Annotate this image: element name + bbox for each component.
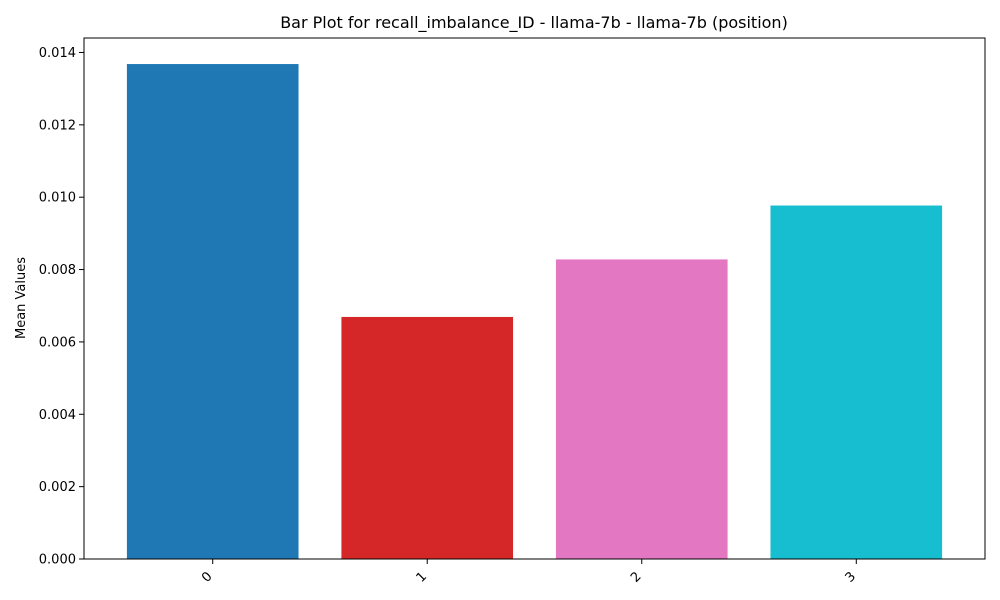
y-tick-label: 0.002 [39,480,76,495]
x-tick-label: 2 [628,569,644,585]
y-axis-ticks: 0.000 0.002 0.004 0.006 0.008 0.010 0.012 0.014 [39,46,84,568]
y-tick-label: 0.014 [39,46,76,61]
bar-1 [341,316,514,559]
chart-title: Bar Plot for recall_imbalance_ID - llama… [280,13,788,33]
y-tick-label: 0.006 [39,335,76,350]
bars-group [126,64,943,560]
x-tick-label: 3 [843,569,859,585]
x-axis-ticks: 0 1 2 3 [199,559,859,586]
y-tick-label: 0.010 [39,191,76,206]
y-tick-label: 0.012 [39,118,76,133]
y-tick-label: 0.000 [39,553,76,568]
y-axis-label: Mean Values [14,257,29,339]
y-tick-label: 0.008 [39,263,76,278]
x-tick-label: 0 [199,569,215,585]
bar-3 [770,205,943,559]
bar-2 [555,259,728,559]
y-tick-label: 0.004 [39,408,76,423]
x-tick-label: 1 [414,569,430,585]
plot-frame [83,37,986,560]
bar-0 [126,64,299,560]
